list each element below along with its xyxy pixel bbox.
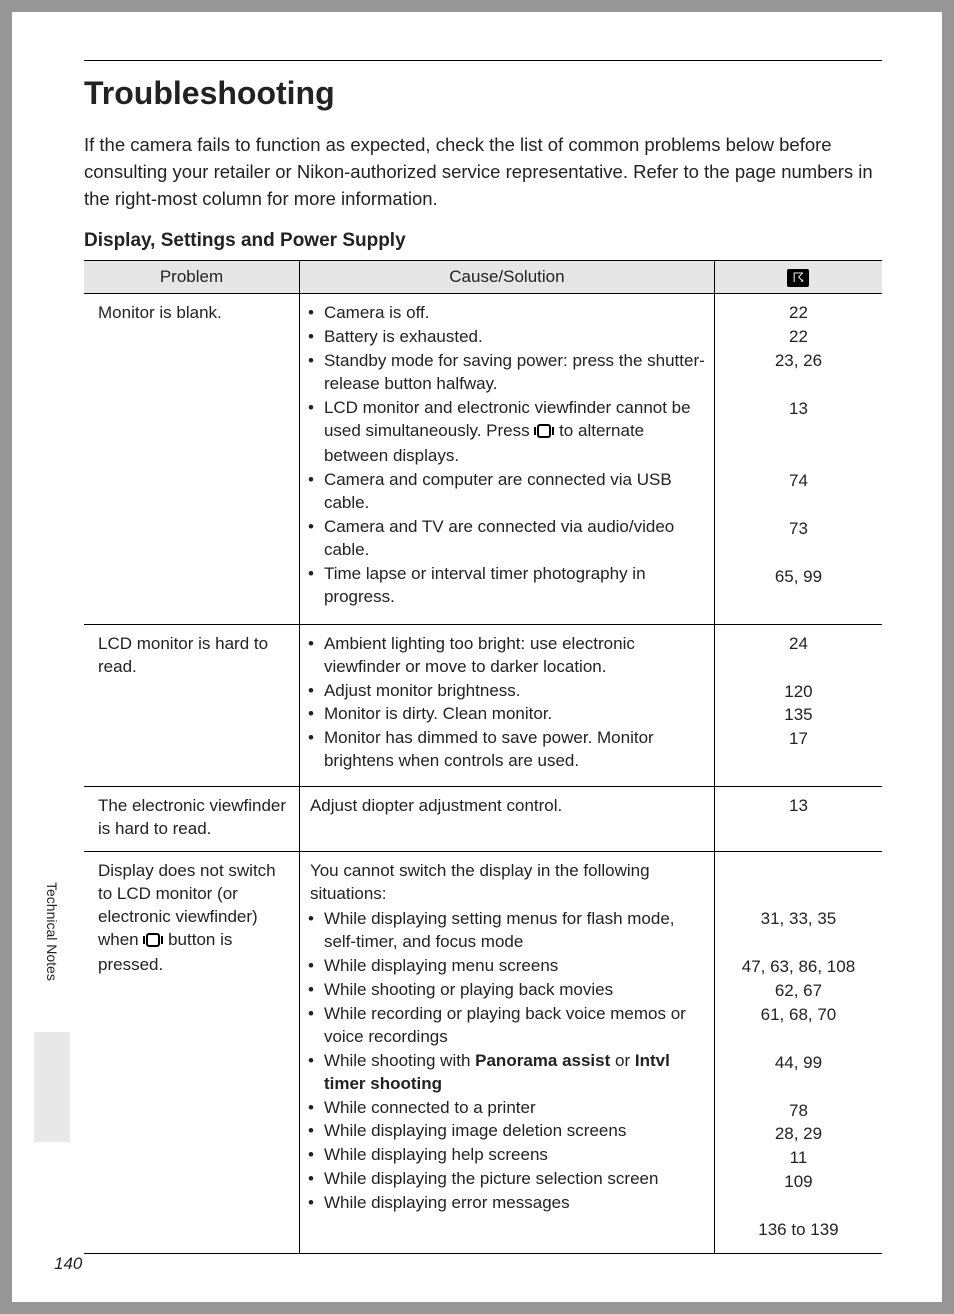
column-header-cause: Cause/Solution: [299, 261, 714, 294]
top-rule: [84, 60, 882, 61]
problem-cell: Monitor is blank.: [84, 294, 299, 624]
pages-cell: 222223, 26 13 74 73 65, 99: [714, 294, 882, 624]
cause-cell: Adjust diopter adjustment control.: [299, 787, 714, 852]
cause-item: Adjust monitor brightness.: [322, 680, 706, 703]
table-row: LCD monitor is hard to read. Ambient ligh…: [84, 624, 882, 787]
cause-item: While displaying menu screens: [322, 955, 706, 978]
page-number: 140: [54, 1254, 82, 1274]
troubleshooting-table: Problem Cause/Solution ☈ Monitor is blan…: [84, 260, 882, 1254]
cause-item: Monitor has dimmed to save power. Monito…: [322, 727, 706, 773]
cause-item: Camera and computer are connected via US…: [322, 469, 706, 515]
cause-item: While displaying help screens: [322, 1144, 706, 1167]
cause-item: While recording or playing back voice me…: [322, 1003, 706, 1049]
pages-cell: 13: [714, 787, 882, 852]
cause-cell: Ambient lighting too bright: use electro…: [299, 624, 714, 787]
display-button-icon: [143, 931, 163, 954]
cause-item: While shooting or playing back movies: [322, 979, 706, 1002]
cause-item: While displaying image deletion screens: [322, 1120, 706, 1143]
cause-item: Time lapse or interval timer photography…: [322, 563, 706, 609]
cause-item: Battery is exhausted.: [322, 326, 706, 349]
manual-page: Troubleshooting If the camera fails to f…: [12, 12, 942, 1302]
cause-item: Camera is off.: [322, 302, 706, 325]
cause-item: Standby mode for saving power: press the…: [322, 350, 706, 396]
section-heading: Display, Settings and Power Supply: [84, 230, 882, 252]
cause-item: Monitor is dirty. Clean monitor.: [322, 703, 706, 726]
table-row: The electronic viewfinder is hard to rea…: [84, 787, 882, 852]
cause-cell: Camera is off.Battery is exhausted.Stand…: [299, 294, 714, 624]
table-row: Display does not switch to LCD monitor (…: [84, 852, 882, 1254]
cause-item: LCD monitor and electronic viewfinder ca…: [322, 397, 706, 468]
cause-item: While displaying error messages: [322, 1192, 706, 1215]
cause-item: While displaying setting menus for flash…: [322, 908, 706, 954]
cause-item: While displaying the picture selection s…: [322, 1168, 706, 1191]
page-title: Troubleshooting: [84, 75, 882, 112]
cause-item: While connected to a printer: [322, 1097, 706, 1120]
side-tab-background: [34, 1032, 70, 1142]
display-button-icon: [534, 422, 554, 445]
side-tab-label: Technical Notes: [44, 882, 60, 981]
cause-cell: You cannot switch the display in the fol…: [299, 852, 714, 1254]
column-header-problem: Problem: [84, 261, 299, 294]
problem-cell: Display does not switch to LCD monitor (…: [84, 852, 299, 1254]
problem-cell: LCD monitor is hard to read.: [84, 624, 299, 787]
intro-text: If the camera fails to function as expec…: [84, 132, 882, 212]
page-ref-icon: ☈: [787, 269, 809, 287]
column-header-page: ☈: [714, 261, 882, 294]
table-row: Monitor is blank.Camera is off.Battery i…: [84, 294, 882, 624]
cause-item: Ambient lighting too bright: use electro…: [322, 633, 706, 679]
cause-item: Camera and TV are connected via audio/vi…: [322, 516, 706, 562]
problem-cell: The electronic viewfinder is hard to rea…: [84, 787, 299, 852]
pages-cell: 24 12013517: [714, 624, 882, 787]
pages-cell: 31, 33, 35 47, 63, 86, 10862, 6761, 68, …: [714, 852, 882, 1254]
cause-item: While shooting with Panorama assist or I…: [322, 1050, 706, 1096]
